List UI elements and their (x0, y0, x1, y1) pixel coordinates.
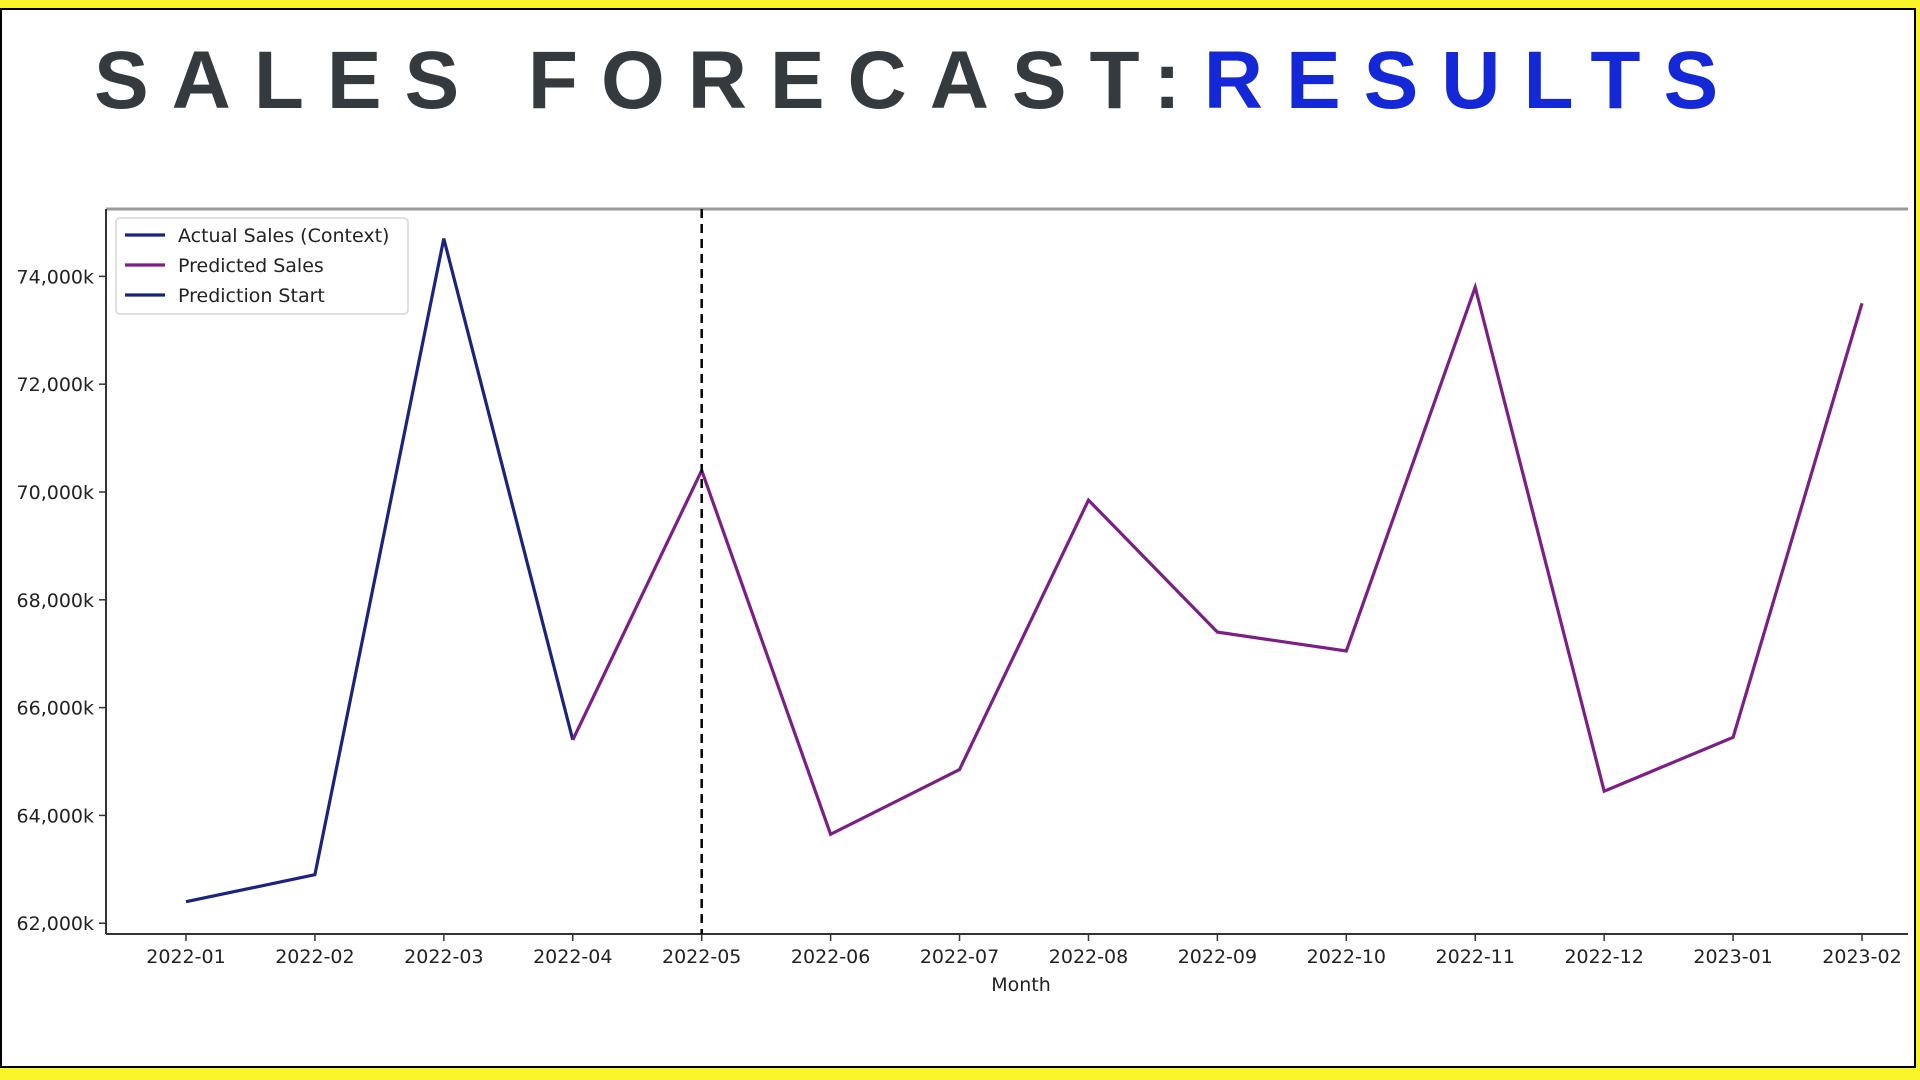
y-tick-label: 66,000k (17, 698, 94, 720)
x-axis-title: Month (991, 974, 1051, 996)
y-tick-label: 64,000k (17, 805, 94, 827)
y-tick-label: 74,000k (17, 266, 94, 288)
x-tick-label: 2022-01 (146, 946, 225, 968)
x-tick-label: 2022-04 (533, 946, 612, 968)
legend-box (115, 217, 409, 315)
x-axis: 2022-01 2022-02 2022-03 2022-04 2022-05 2022-… (146, 934, 1902, 968)
x-tick-label: 2022-03 (404, 946, 483, 968)
x-tick-label: 2022-10 (1307, 946, 1386, 968)
title-accent-text: RESULTS (1203, 35, 1742, 126)
x-tick-label: 2023-02 (1822, 946, 1901, 968)
x-tick-label: 2022-06 (791, 946, 870, 968)
plot-frame (105, 207, 1908, 935)
x-tick-label: 2022-05 (662, 946, 741, 968)
x-tick-label: 2022-11 (1436, 946, 1515, 968)
y-axis: 62,000k 64,000k 66,000k 68,000k 70,000k 72,00… (17, 266, 106, 935)
legend-label: Predicted Sales (178, 255, 324, 277)
x-tick-label: 2023-01 (1693, 946, 1772, 968)
page-title: SALES FORECAST:RESULTS (94, 40, 1741, 122)
predicted-sales-line (571, 281, 1864, 837)
x-tick-label: 2022-08 (1049, 946, 1128, 968)
x-tick-label: 2022-12 (1564, 946, 1643, 968)
y-tick-label: 62,000k (17, 913, 94, 935)
x-tick-label: 2022-09 (1178, 946, 1257, 968)
x-tick-label: 2022-02 (275, 946, 354, 968)
legend-label: Actual Sales (Context) (178, 225, 389, 247)
slide-frame: SALES FORECAST:RESULTS (0, 8, 1916, 1068)
legend-label: Prediction Start (178, 285, 325, 307)
y-tick-label: 72,000k (17, 374, 94, 396)
x-tick-label: 2022-07 (920, 946, 999, 968)
legend: Actual Sales (Context) Predicted Sales Pre… (115, 217, 409, 315)
title-main-text: SALES FORECAST: (94, 35, 1204, 126)
actual-sales-line (185, 238, 575, 904)
y-tick-label: 70,000k (17, 482, 94, 504)
series-layer (185, 238, 1864, 904)
y-tick-label: 68,000k (17, 590, 94, 612)
